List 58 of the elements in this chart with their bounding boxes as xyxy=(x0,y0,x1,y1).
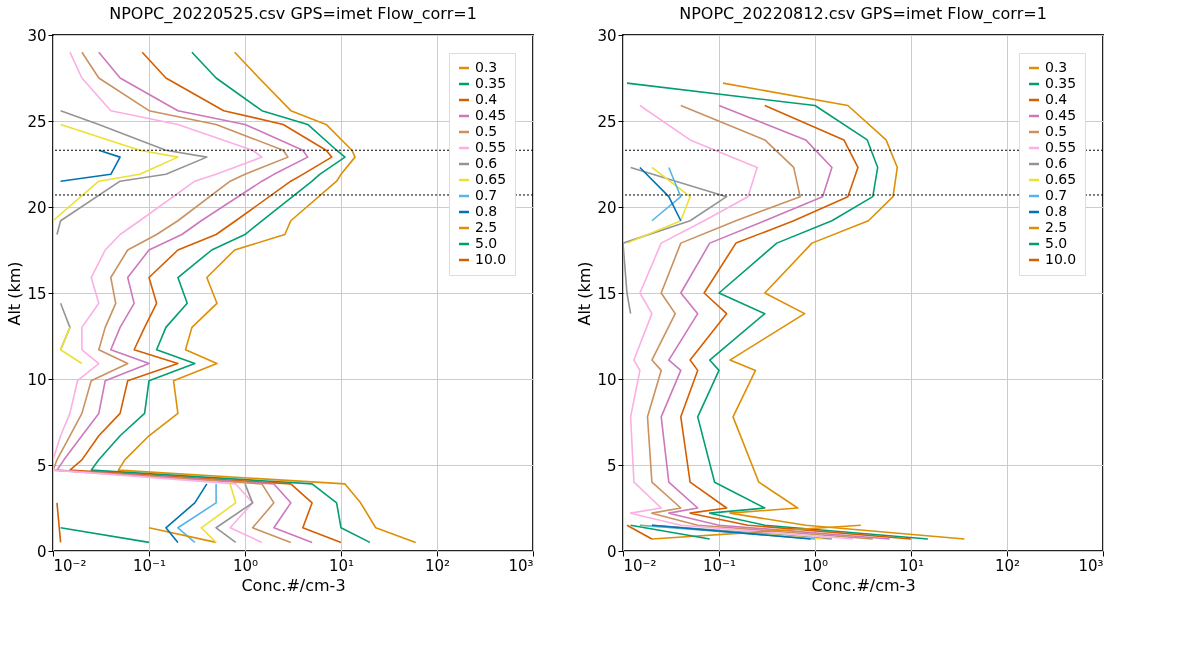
legend-label: 2.5 xyxy=(1045,219,1068,235)
legend-label: 0.65 xyxy=(1045,171,1077,187)
chart-title: NPOPC_20220525.csv GPS=imet Flow_corr=1 xyxy=(109,4,477,24)
legend-label: 0.35 xyxy=(1045,75,1077,91)
y-tick-label: 30 xyxy=(597,26,617,45)
legend-label: 0.55 xyxy=(1045,139,1077,155)
legend-label: 0.4 xyxy=(1045,91,1068,107)
x-tick-label: 10³ xyxy=(508,556,534,575)
x-tick-label: 10¹ xyxy=(898,556,925,575)
y-tick-label: 10 xyxy=(27,370,47,389)
y-tick-label: 30 xyxy=(27,26,47,45)
x-axis-title: Conc.#/cm-3 xyxy=(811,575,916,595)
legend-label: 0.6 xyxy=(475,155,498,171)
legend-label: 0.45 xyxy=(475,107,507,123)
legend-label: 0.4 xyxy=(475,91,498,107)
y-axis-title: Alt (km) xyxy=(5,261,25,326)
y-tick-label: 10 xyxy=(597,370,617,389)
legend-label: 0.6 xyxy=(1045,155,1068,171)
x-tick-label: 10¹ xyxy=(328,556,355,575)
y-tick-label: 25 xyxy=(597,112,617,131)
y-tick-label: 0 xyxy=(36,542,47,561)
y-tick-label: 0 xyxy=(606,542,617,561)
y-tick-label: 5 xyxy=(606,456,617,475)
x-tick-label: 10⁰ xyxy=(802,556,829,575)
legend-label: 0.45 xyxy=(1045,107,1077,123)
legend-label: 0.8 xyxy=(475,203,498,219)
legend-label: 0.7 xyxy=(475,187,498,203)
x-axis-title: Conc.#/cm-3 xyxy=(241,575,346,595)
x-tick-label: 10⁻² xyxy=(53,556,87,575)
x-tick-label: 10³ xyxy=(1078,556,1104,575)
legend-label: 0.35 xyxy=(475,75,507,91)
legend-label: 10.0 xyxy=(1045,251,1077,267)
legend-label: 2.5 xyxy=(475,219,498,235)
legend-label: 0.8 xyxy=(1045,203,1068,219)
legend-label: 0.5 xyxy=(475,123,498,139)
y-tick-label: 20 xyxy=(27,198,47,217)
legend-label: 0.5 xyxy=(1045,123,1068,139)
x-tick-label: 10⁻¹ xyxy=(702,556,737,575)
legend-label: 0.7 xyxy=(1045,187,1068,203)
x-tick-label: 10⁻² xyxy=(623,556,657,575)
y-tick-label: 20 xyxy=(597,198,617,217)
y-tick-label: 25 xyxy=(27,112,47,131)
chart-title: NPOPC_20220812.csv GPS=imet Flow_corr=1 xyxy=(679,4,1047,24)
y-tick-label: 15 xyxy=(597,284,617,303)
x-tick-label: 10⁰ xyxy=(232,556,259,575)
legend-label: 5.0 xyxy=(1045,235,1068,251)
y-axis-title: Alt (km) xyxy=(575,261,595,326)
x-tick-label: 10² xyxy=(994,556,1021,575)
legend-label: 10.0 xyxy=(475,251,507,267)
legend-label: 0.3 xyxy=(1045,59,1068,75)
y-tick-label: 15 xyxy=(27,284,47,303)
legend-label: 5.0 xyxy=(475,235,498,251)
x-tick-label: 10² xyxy=(424,556,451,575)
y-tick-label: 5 xyxy=(36,456,47,475)
x-tick-label: 10⁻¹ xyxy=(132,556,167,575)
legend-label: 0.3 xyxy=(475,59,498,75)
legend-label: 0.55 xyxy=(475,139,507,155)
legend-label: 0.65 xyxy=(475,171,507,187)
